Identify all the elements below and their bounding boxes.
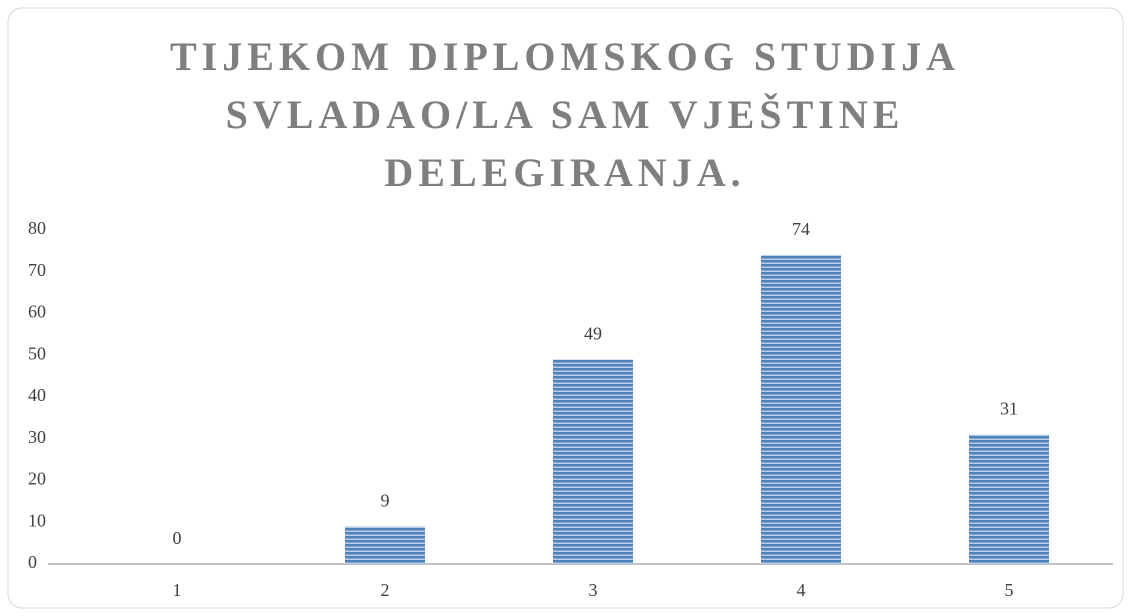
- data-label: 74: [792, 219, 810, 239]
- y-tick-label: 10: [28, 510, 46, 530]
- data-label: 49: [584, 324, 602, 344]
- x-tick-label: 3: [589, 580, 598, 600]
- chart-border: [7, 7, 1124, 609]
- data-label: 31: [1000, 399, 1018, 419]
- y-tick-label: 40: [28, 385, 46, 405]
- x-tick-label: 5: [1005, 580, 1014, 600]
- y-tick-label: 30: [28, 427, 46, 447]
- y-tick-label: 70: [28, 260, 46, 280]
- bar: [761, 255, 841, 565]
- y-tick-label: 0: [28, 552, 37, 572]
- chart-title: TIJEKOM DIPLOMSKOG STUDIJA SVLADAO/LA SA…: [169, 34, 961, 195]
- bar: [345, 526, 425, 564]
- data-label: 9: [381, 491, 390, 511]
- bar: [553, 359, 633, 564]
- bar: [969, 434, 1049, 564]
- x-tick-label: 2: [381, 580, 390, 600]
- y-tick-label: 60: [28, 302, 46, 322]
- x-tick-label: 1: [173, 580, 182, 600]
- y-tick-label: 80: [28, 218, 46, 238]
- data-label: 0: [173, 528, 182, 548]
- y-tick-label: 20: [28, 469, 46, 489]
- x-tick-label: 4: [797, 580, 806, 600]
- y-tick-label: 50: [28, 343, 46, 363]
